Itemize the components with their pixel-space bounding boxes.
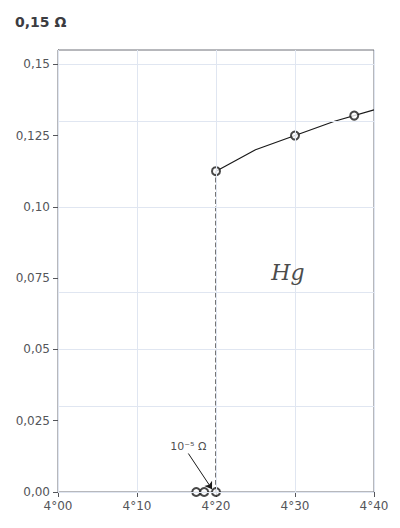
svg-text:4°40: 4°40 <box>360 499 389 513</box>
svg-text:4°00: 4°00 <box>44 499 73 513</box>
svg-text:0,075: 0,075 <box>16 271 50 285</box>
svg-text:4°20: 4°20 <box>202 499 231 513</box>
svg-text:4°10: 4°10 <box>123 499 152 513</box>
svg-text:0,00: 0,00 <box>23 485 50 499</box>
svg-text:Hg: Hg <box>270 260 304 285</box>
svg-text:0,15 Ω: 0,15 Ω <box>15 14 66 30</box>
svg-text:0,15: 0,15 <box>23 57 50 71</box>
svg-text:0,10: 0,10 <box>23 200 50 214</box>
svg-text:10⁻⁵ Ω: 10⁻⁵ Ω <box>170 440 206 453</box>
svg-text:0,025: 0,025 <box>16 414 50 428</box>
svg-text:0,125: 0,125 <box>16 129 50 143</box>
svg-text:0,05: 0,05 <box>23 342 50 356</box>
svg-text:4°30: 4°30 <box>281 499 310 513</box>
